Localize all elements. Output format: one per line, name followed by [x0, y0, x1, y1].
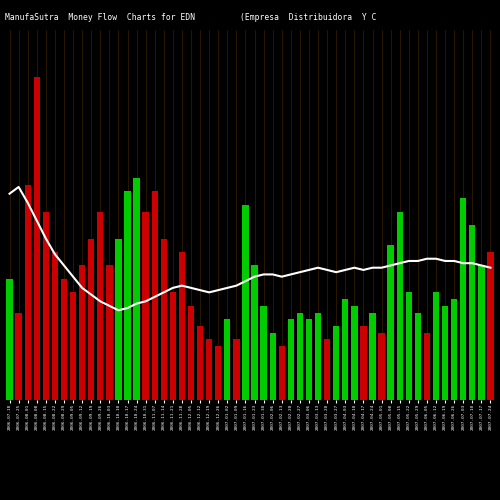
Bar [42, 212, 49, 400]
Bar [142, 212, 149, 400]
Bar [124, 192, 130, 400]
Bar [324, 340, 330, 400]
Bar [179, 252, 185, 400]
Bar [270, 332, 276, 400]
Bar [97, 212, 103, 400]
Bar [233, 340, 239, 400]
Bar [370, 312, 376, 400]
Bar [396, 212, 403, 400]
Bar [306, 320, 312, 400]
Bar [6, 279, 12, 400]
Bar [160, 238, 167, 400]
Bar [252, 266, 258, 400]
Bar [288, 320, 294, 400]
Bar [52, 252, 58, 400]
Bar [488, 252, 494, 400]
Bar [333, 326, 340, 400]
Bar [215, 346, 222, 400]
Bar [88, 238, 94, 400]
Bar [414, 312, 421, 400]
Bar [224, 320, 230, 400]
Bar [188, 306, 194, 400]
Text: (Empresa  Distribuidora  Y C: (Empresa Distribuidora Y C [240, 12, 376, 22]
Bar [24, 184, 31, 400]
Bar [406, 292, 412, 400]
Bar [478, 266, 484, 400]
Bar [378, 332, 385, 400]
Bar [34, 77, 40, 400]
Bar [469, 225, 476, 400]
Bar [106, 266, 112, 400]
Bar [116, 238, 121, 400]
Bar [16, 312, 22, 400]
Bar [360, 326, 366, 400]
Bar [79, 266, 86, 400]
Bar [70, 292, 76, 400]
Bar [315, 312, 321, 400]
Bar [206, 340, 212, 400]
Bar [296, 312, 303, 400]
Bar [61, 279, 67, 400]
Text: ManufaSutra  Money Flow  Charts for EDN: ManufaSutra Money Flow Charts for EDN [5, 12, 195, 22]
Bar [460, 198, 466, 400]
Bar [152, 192, 158, 400]
Bar [278, 346, 285, 400]
Bar [342, 299, 348, 400]
Bar [242, 205, 248, 400]
Bar [170, 292, 176, 400]
Bar [197, 326, 203, 400]
Bar [260, 306, 267, 400]
Bar [134, 178, 140, 400]
Bar [451, 299, 458, 400]
Bar [424, 332, 430, 400]
Bar [388, 246, 394, 400]
Bar [433, 292, 439, 400]
Bar [351, 306, 358, 400]
Bar [442, 306, 448, 400]
